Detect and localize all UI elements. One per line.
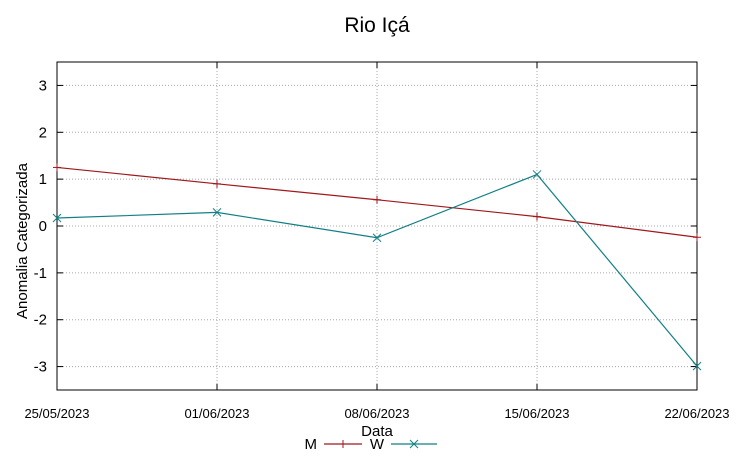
data-point-M [373,195,381,204]
x-tick-label: 15/06/2023 [504,406,569,421]
x-axis: 25/05/2023 01/06/2023 08/06/2023 15/06/2023… [24,62,730,421]
data-point-W [372,233,382,243]
data-point-M [693,233,701,242]
x-tick-label: 25/05/2023 [24,406,89,421]
legend-label-W: W [370,436,385,453]
data-point-W [52,213,62,223]
legend-label-M: M [305,436,318,453]
y-tick-label: -3 [34,359,47,376]
x-tick-label: 22/06/2023 [664,406,729,421]
data-point-W [212,208,222,217]
y-tick-label: -2 [34,312,47,329]
grid [57,62,697,390]
data-point-W [532,170,542,179]
y-axis: 3 2 1 0 -1 -2 -3 [34,77,697,376]
data-point-W [692,361,702,371]
legend-marker-W [409,439,419,449]
x-tick-label: 08/06/2023 [344,406,409,421]
data-point-M [53,163,61,172]
y-tick-label: 3 [39,77,47,94]
x-tick-label: 01/06/2023 [184,406,249,421]
x-axis-label: Data [361,423,393,440]
y-tick-label: 2 [39,124,47,141]
legend-marker-M [339,440,347,448]
y-tick-label: -1 [34,265,47,282]
data-point-M [213,179,221,188]
y-tick-label: 1 [39,171,47,188]
series-layer [52,163,702,371]
y-tick-label: 0 [39,218,47,235]
chart-title: Rio Içá [344,14,410,37]
data-point-M [533,212,541,221]
y-axis-label: Anomalia Categorizada [14,162,31,319]
